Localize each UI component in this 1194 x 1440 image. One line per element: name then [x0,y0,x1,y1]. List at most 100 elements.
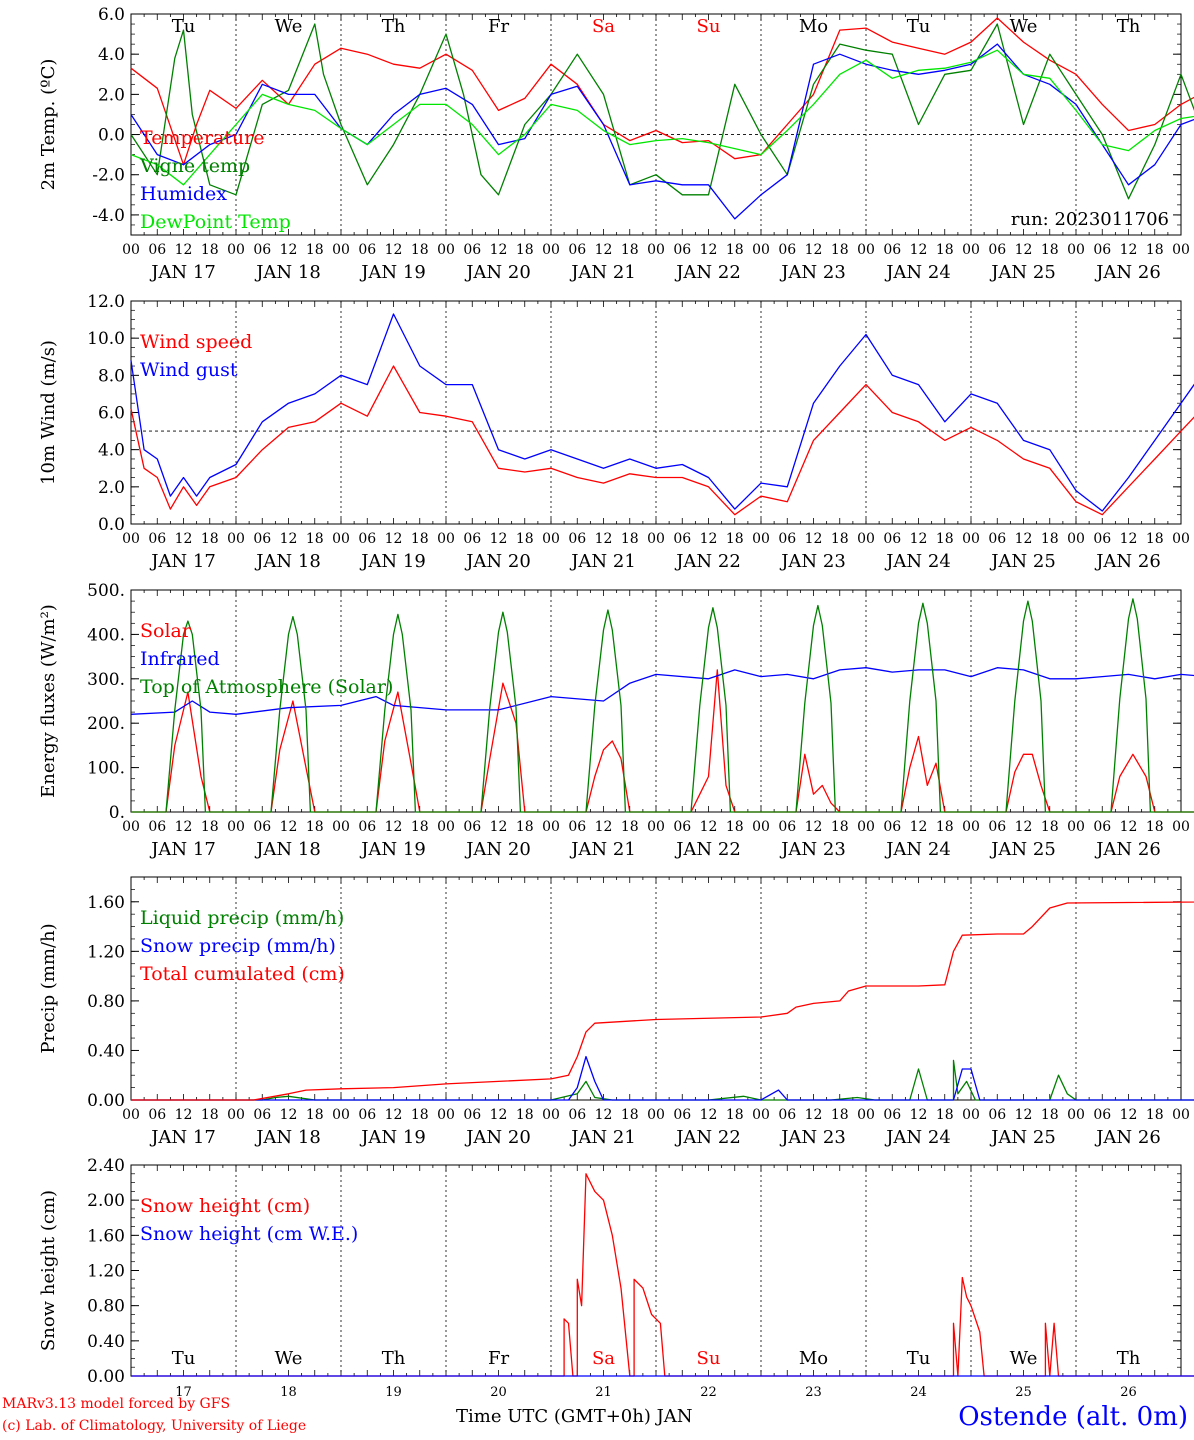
legend-entry: Vigne temp [139,155,250,177]
x-hour-label: 18 [831,242,849,258]
series-group [131,901,1194,1101]
x-hour-label: 00 [962,531,980,547]
x-hour-label: 18 [201,531,219,547]
x-date-label: JAN 19 [359,262,426,283]
x-hour-label: 06 [883,1107,901,1123]
x-hour-label: 12 [175,242,193,258]
series-line [131,598,1194,813]
series-group [130,313,1194,516]
x-hour-label: 06 [1093,1107,1111,1123]
x-hour-label: 00 [647,1107,665,1123]
weekday-label: Sa [592,16,615,37]
x-hour-label: 12 [1015,1107,1033,1123]
x-date-label: JAN 25 [989,1127,1056,1148]
x-hour-label: 12 [910,531,928,547]
x-hour-label: 12 [490,1107,508,1123]
legend-entry: Top of Atmosphere (Solar) [140,676,393,698]
run-annotation: run: 2023011706 [1011,209,1169,230]
x-hour-label: 12 [1120,242,1138,258]
x-hour-label: 06 [463,1107,481,1123]
x-hour-label: 18 [621,242,639,258]
series-line [130,17,1194,166]
x-day-number: 23 [805,1385,822,1400]
y-tick-label: 500. [87,581,125,601]
x-date-label: JAN 23 [779,1127,846,1148]
series-line [130,49,1194,186]
x-hour-label: 00 [857,819,875,835]
x-hour-label: 18 [936,1107,954,1123]
x-day-number: 20 [490,1385,507,1400]
x-hour-label: 12 [910,1107,928,1123]
x-hour-label: 18 [1041,819,1059,835]
x-hour-label: 12 [175,1107,193,1123]
weekday-label: Mo [799,16,828,37]
x-hour-label: 18 [411,819,429,835]
x-hour-label: 00 [1067,819,1085,835]
x-date-label: JAN 21 [569,551,636,572]
x-date-label: JAN 22 [674,262,741,283]
legend-entry: Humidex [140,183,227,205]
x-date-label: JAN 23 [779,839,846,860]
series-group [131,1173,1194,1377]
x-hour-label: 00 [122,242,140,258]
x-hour-label: 12 [1120,819,1138,835]
x-hour-label: 12 [280,531,298,547]
y-axis-label: Energy fluxes (W/m²) [38,604,59,798]
x-hour-label: 12 [280,1107,298,1123]
credit-line-lab: (c) Lab. of Climatology, University of L… [2,1418,307,1434]
x-hour-label: 06 [988,819,1006,835]
x-date-label: JAN 24 [884,839,951,860]
y-tick-label: 1.20 [87,942,125,962]
x-hour-label: 06 [358,531,376,547]
x-hour-label: 00 [542,531,560,547]
y-tick-label: 0.40 [87,1041,125,1061]
x-hour-label: 18 [1146,242,1164,258]
panel-3: 0. 100. 200. 300. 400. 500. Energy fluxes (W/m… [38,581,1194,860]
weekday-label: Th [382,16,406,37]
x-hour-label: 00 [647,819,665,835]
x-hour-label: 06 [1093,531,1111,547]
y-tick-label: -4.0 [92,206,125,226]
x-hour-label: 18 [726,1107,744,1123]
weekday-label: We [275,1348,303,1369]
weekday-label: We [1010,1348,1038,1369]
x-hour-label: 00 [857,531,875,547]
x-hour-label: 12 [700,242,718,258]
x-date-label: JAN 17 [149,262,216,283]
x-hour-label: 18 [1041,242,1059,258]
x-hour-label: 06 [463,819,481,835]
x-hour-label: 18 [201,242,219,258]
x-hour-label: 12 [385,1107,403,1123]
x-date-label: JAN 19 [359,839,426,860]
y-tick-label: 0.00 [87,1091,125,1111]
x-hour-label: 06 [673,1107,691,1123]
x-hour-label: 18 [726,242,744,258]
x-date-label: JAN 22 [674,1127,741,1148]
series-line [131,1059,1194,1101]
y-tick-label: 4.0 [98,441,125,461]
x-hour-label: 18 [201,1107,219,1123]
x-hour-label: 00 [962,819,980,835]
weekday-label: We [1010,16,1038,37]
x-hour-label: 06 [148,531,166,547]
x-hour-label: 00 [962,1107,980,1123]
x-date-label: JAN 17 [149,1127,216,1148]
x-date-label: JAN 24 [884,551,951,572]
legend-entry: Wind speed [140,331,252,353]
x-hour-label: 18 [306,1107,324,1123]
x-date-label: JAN 17 [149,839,216,860]
x-date-label: JAN 17 [149,551,216,572]
x-hour-label: 00 [227,242,245,258]
series-line [131,901,1194,1101]
x-hour-label: 00 [542,1107,560,1123]
y-axis-label: 2m Temp. (ºC) [38,59,59,191]
x-hour-label: 18 [516,531,534,547]
x-date-label: JAN 18 [254,1127,321,1148]
x-hour-label: 12 [805,531,823,547]
y-tick-label: -2.0 [92,166,125,186]
x-hour-label: 00 [227,531,245,547]
x-hour-label: 00 [857,242,875,258]
panel-5: 0.00 0.40 0.80 1.20 1.60 2.00 2.40 Snow height … [38,1156,1194,1400]
x-hour-label: 18 [936,819,954,835]
x-hour-label: 06 [883,531,901,547]
